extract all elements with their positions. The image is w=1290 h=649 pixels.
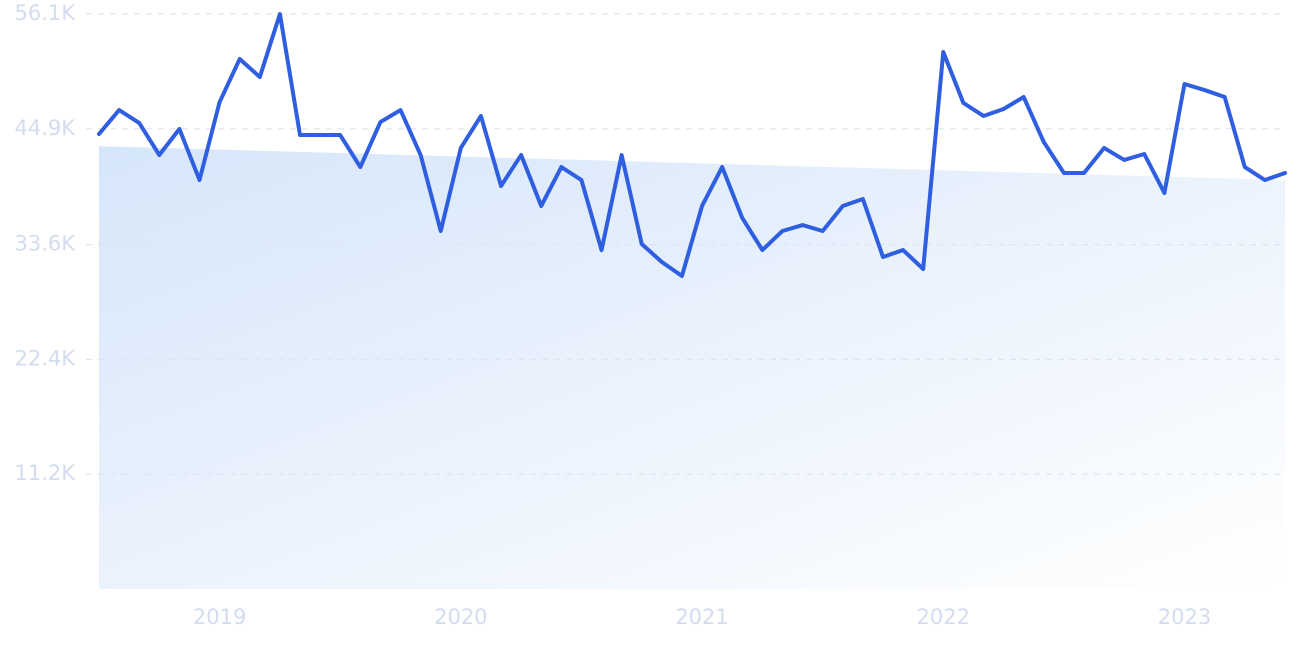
x-tick-label: 2022 <box>917 605 970 629</box>
data-line <box>97 12 1287 278</box>
y-tick-label: 22.4K <box>14 346 76 370</box>
x-tick-label: 2023 <box>1158 605 1211 629</box>
trend-area <box>99 146 1285 590</box>
y-tick-label: 56.1K <box>14 1 76 25</box>
y-tick-label: 33.6K <box>14 232 76 256</box>
x-tick-label: 2019 <box>193 605 246 629</box>
y-tick-label: 11.2K <box>14 461 76 485</box>
x-tick-label: 2021 <box>675 605 728 629</box>
x-tick-label: 2020 <box>434 605 487 629</box>
y-tick-label: 44.9K <box>14 116 76 140</box>
